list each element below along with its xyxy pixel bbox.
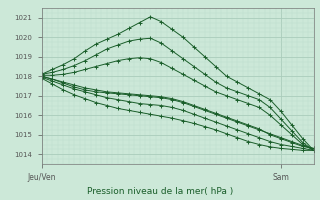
Text: Pression niveau de la mer( hPa ): Pression niveau de la mer( hPa ) bbox=[87, 187, 233, 196]
